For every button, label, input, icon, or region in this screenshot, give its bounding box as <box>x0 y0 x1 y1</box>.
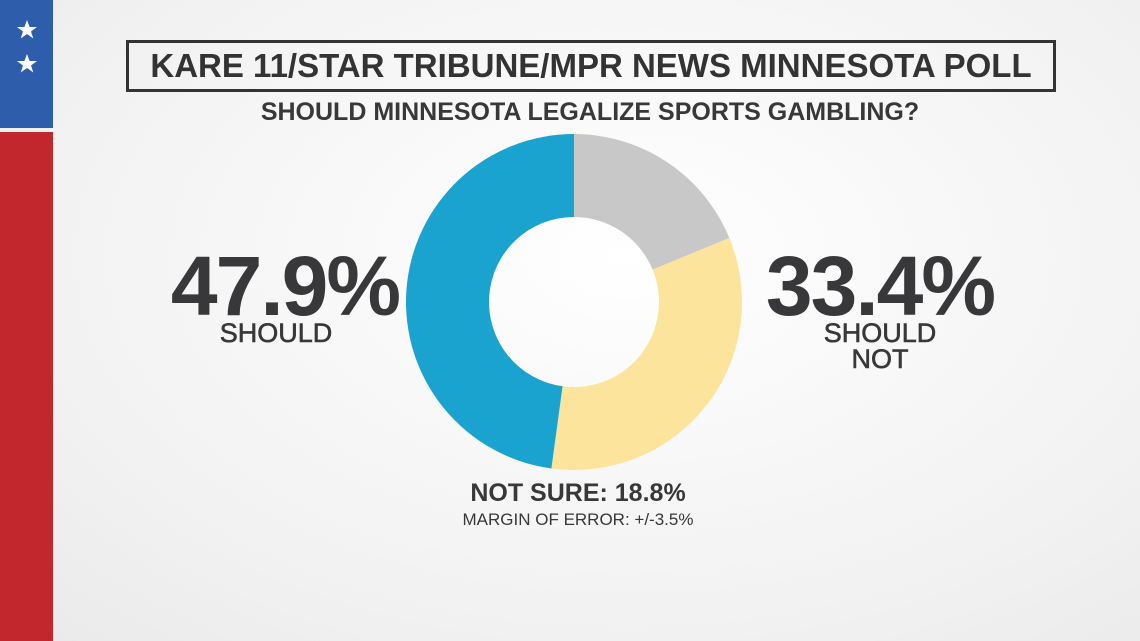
category-label: SHOULD <box>219 318 333 348</box>
donut-segment <box>551 238 743 471</box>
not-sure-label: NOT SURE: 18.8% <box>378 479 778 508</box>
donut-segment <box>574 134 730 270</box>
value-label: 33.4% <box>765 239 996 333</box>
category-label: SHOULD NOT <box>823 318 937 374</box>
donut-segment <box>405 134 574 469</box>
star <box>17 54 37 73</box>
value-label: 47.9% <box>170 239 401 333</box>
value-label: 18.8% <box>614 479 686 507</box>
chart-title: KARE 11/STAR TRIBUNE/MPR NEWS MINNESOTA … <box>150 47 1032 84</box>
category-label: NOT SURE: <box>470 479 608 507</box>
subtitle: SHOULD MINNESOTA LEGALIZE SPORTS GAMBLIN… <box>260 98 920 126</box>
annotation: MARGIN OF ERROR: +/-3.5% <box>462 510 694 529</box>
star <box>17 20 37 39</box>
donut <box>405 134 743 471</box>
flag-red <box>0 132 53 641</box>
title-box: KARE 11/STAR TRIBUNE/MPR NEWS MINNESOTA … <box>126 40 1056 92</box>
